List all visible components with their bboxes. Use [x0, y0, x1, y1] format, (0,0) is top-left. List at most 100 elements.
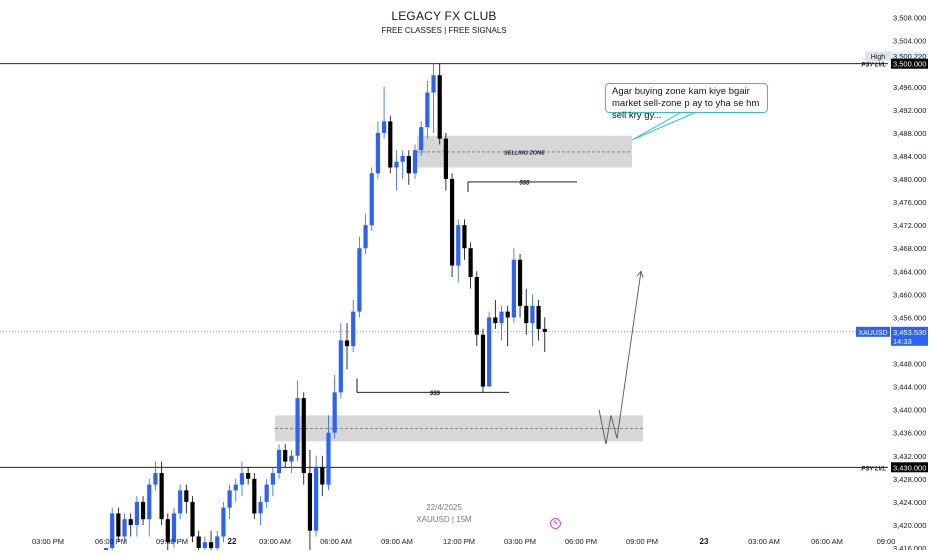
- y-tick-label: 3,416.000: [893, 544, 926, 550]
- candle[interactable]: [227, 490, 232, 508]
- candle[interactable]: [184, 490, 189, 502]
- candle[interactable]: [443, 138, 448, 180]
- candle[interactable]: [505, 311, 510, 318]
- candle[interactable]: [468, 248, 473, 278]
- candle[interactable]: [419, 127, 424, 151]
- candle[interactable]: [388, 121, 393, 168]
- candle[interactable]: [511, 259, 516, 318]
- candle[interactable]: [542, 328, 547, 332]
- candle[interactable]: [276, 449, 282, 474]
- y-tick-label: 3,484.000: [893, 152, 926, 161]
- candle[interactable]: [437, 75, 442, 139]
- candle[interactable]: [190, 501, 195, 537]
- candle[interactable]: [412, 150, 418, 174]
- high-badge-label-bg: [865, 51, 891, 62]
- x-tick-label: 06:00 PM: [95, 537, 127, 546]
- candle[interactable]: [295, 398, 300, 456]
- candle[interactable]: [344, 340, 350, 347]
- candle[interactable]: [369, 173, 374, 226]
- candle[interactable]: [530, 305, 535, 324]
- candle[interactable]: [134, 501, 139, 525]
- projection-path[interactable]: [598, 271, 642, 445]
- high-badge-label: High: [871, 54, 886, 61]
- candle[interactable]: [493, 317, 498, 324]
- x-tick-label: 12:00 PM: [443, 537, 475, 546]
- candle[interactable]: [499, 311, 504, 324]
- candle[interactable]: [394, 161, 399, 168]
- candle[interactable]: [122, 519, 127, 537]
- candle[interactable]: [147, 484, 152, 520]
- chart-title: LEGACY FX CLUB: [391, 9, 497, 23]
- candle[interactable]: [233, 484, 238, 491]
- candle[interactable]: [474, 277, 479, 335]
- candle[interactable]: [326, 432, 331, 485]
- current-price-badge: [891, 326, 928, 346]
- candle[interactable]: [140, 501, 146, 520]
- candle[interactable]: [307, 473, 313, 531]
- candle[interactable]: [536, 305, 541, 329]
- candle[interactable]: [431, 75, 436, 93]
- lightning-icon[interactable]: ϟ: [550, 518, 561, 529]
- candle[interactable]: [128, 519, 133, 525]
- candle[interactable]: [301, 398, 306, 474]
- candle[interactable]: [289, 455, 294, 462]
- candle[interactable]: [171, 513, 177, 543]
- x-tick-label: 03:00 PM: [32, 537, 64, 546]
- y-tick-label: 3,476.000: [893, 198, 926, 207]
- candle[interactable]: [258, 501, 263, 514]
- candle[interactable]: [351, 311, 356, 347]
- psy-price-badge-text: 3,500.000: [893, 60, 926, 69]
- y-tick-label: 3,444.000: [893, 383, 926, 392]
- candle[interactable]: [116, 513, 121, 537]
- candle[interactable]: [363, 225, 368, 249]
- candle[interactable]: [270, 473, 275, 485]
- y-tick-label: 3,440.000: [893, 406, 926, 415]
- candle[interactable]: [338, 340, 343, 393]
- candle[interactable]: [153, 473, 158, 485]
- candle[interactable]: [487, 317, 492, 387]
- x-tick-label: 03:00 AM: [259, 537, 291, 546]
- y-tick-label: 3,468.000: [893, 244, 926, 253]
- y-tick-label: 3,424.000: [893, 498, 926, 507]
- callout-note[interactable]: Agar buying zone kam kiye bgair market s…: [605, 83, 768, 121]
- candle[interactable]: [357, 248, 362, 312]
- candle[interactable]: [375, 132, 381, 174]
- candle[interactable]: [406, 155, 411, 174]
- candle[interactable]: [178, 490, 183, 514]
- candle[interactable]: [159, 473, 164, 520]
- candle[interactable]: [165, 519, 170, 543]
- candle[interactable]: [239, 473, 245, 485]
- candle[interactable]: [332, 392, 337, 433]
- candle[interactable]: [449, 179, 455, 266]
- candle[interactable]: [517, 259, 523, 306]
- candle[interactable]: [314, 467, 319, 531]
- candle[interactable]: [202, 542, 207, 548]
- candle[interactable]: [283, 449, 288, 462]
- x-tick-label: 03:00 PM: [504, 537, 536, 546]
- candle[interactable]: [264, 484, 269, 502]
- candle[interactable]: [110, 513, 115, 548]
- candle[interactable]: [320, 467, 325, 485]
- candle[interactable]: [480, 334, 486, 387]
- candle[interactable]: [221, 507, 226, 537]
- candle[interactable]: [462, 225, 467, 249]
- candle[interactable]: [208, 542, 214, 548]
- candle[interactable]: [196, 536, 201, 548]
- footer-symbol: XAUUSD | 15M: [416, 515, 472, 524]
- candle[interactable]: [425, 92, 430, 128]
- candle[interactable]: [400, 155, 405, 162]
- y-tick-label: 3,428.000: [893, 475, 926, 484]
- candle[interactable]: [215, 536, 220, 548]
- candle[interactable]: [382, 121, 387, 133]
- x-tick-label: 06:00 AM: [320, 537, 352, 546]
- candle[interactable]: [252, 478, 257, 514]
- x-tick-label: 06:00 PM: [565, 537, 597, 546]
- y-tick-label: 3,436.000: [893, 429, 926, 438]
- candle[interactable]: [246, 473, 251, 479]
- candle[interactable]: [456, 225, 461, 266]
- candle[interactable]: [524, 305, 529, 324]
- y-tick-label: 3,460.000: [893, 290, 926, 299]
- x-tick-label: 09:00 PM: [156, 537, 188, 546]
